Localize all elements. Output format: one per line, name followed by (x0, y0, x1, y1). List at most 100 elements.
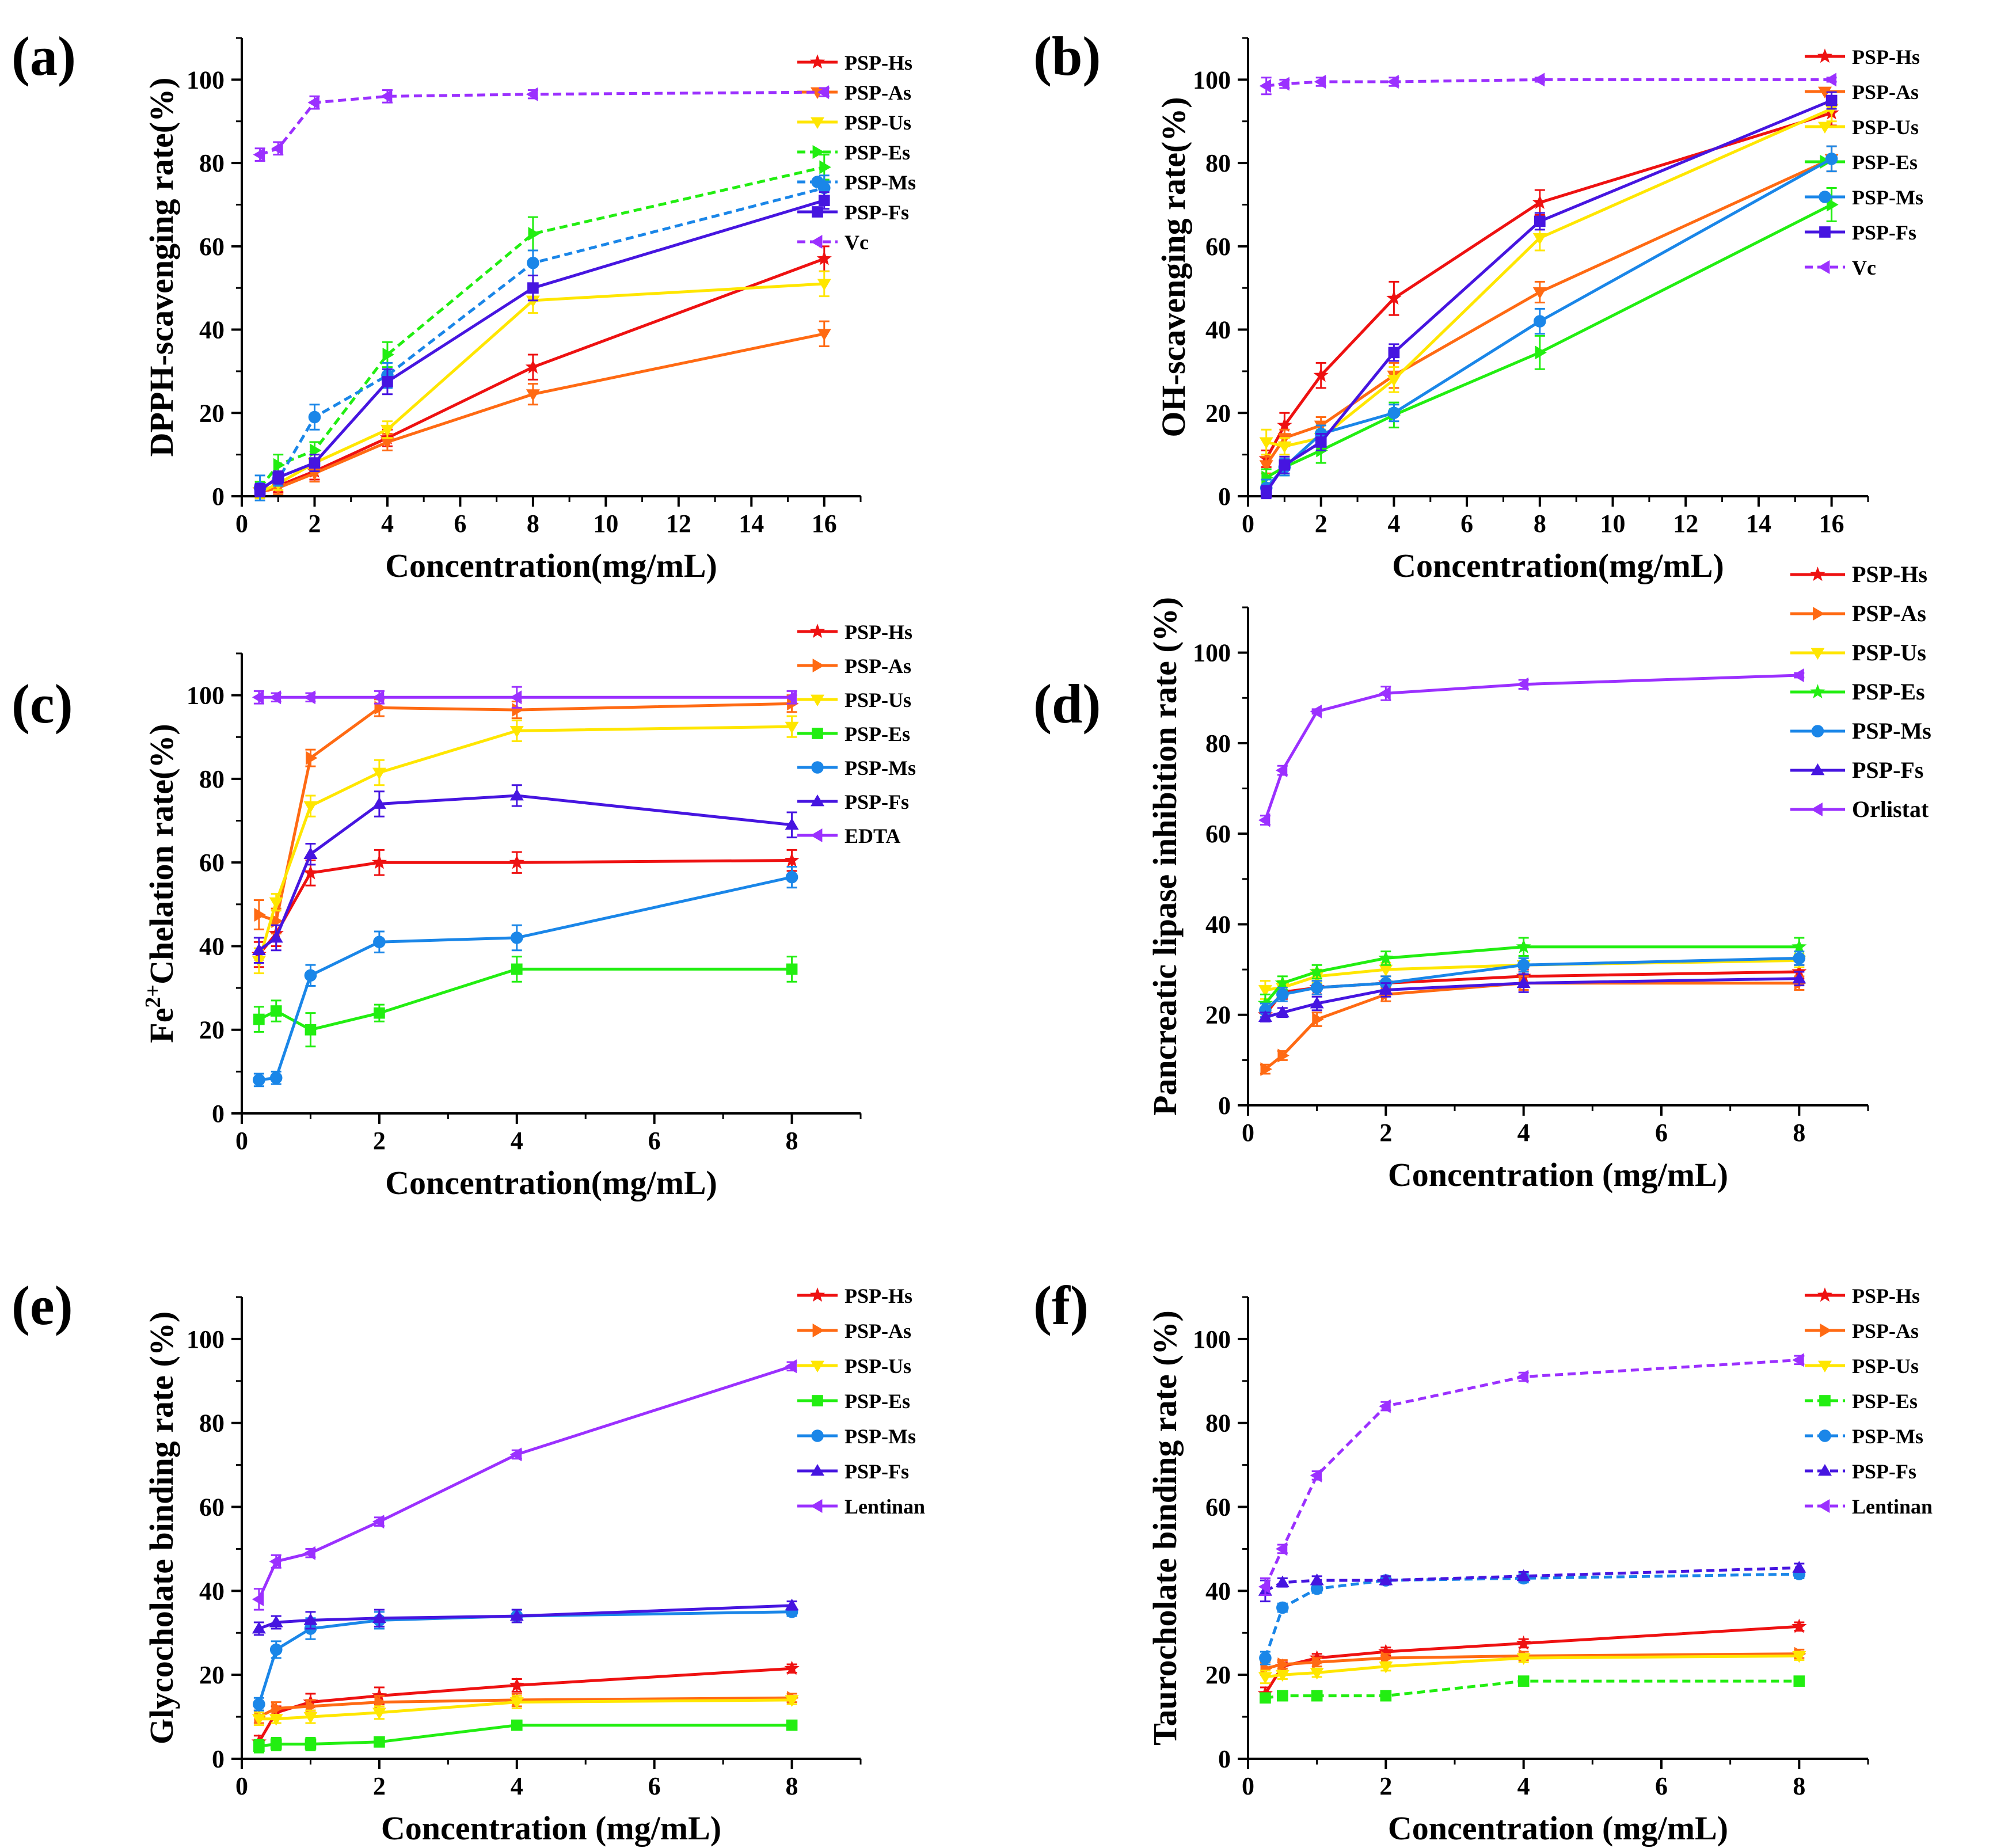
panel-c-point-PSP-Ms (373, 936, 386, 948)
panel-f-legend-label-PSP-Ms: PSP-Ms (1852, 1425, 1923, 1448)
panel-b-legend-label-PSP-As: PSP-As (1852, 81, 1919, 104)
panel-e-y-tick-label: 40 (199, 1577, 225, 1605)
panel-a-legend-label-PSP-Ms: PSP-Ms (845, 171, 916, 194)
panel-b-legend-PSP-As: PSP-As (1805, 81, 1919, 104)
panel-c-point-PSP-Us (269, 897, 283, 910)
panel-f-y-tick-label: 0 (1218, 1745, 1231, 1773)
panel-c-label: (c) (12, 673, 73, 735)
panel-c-y-label: Fe2+Chelation rate(%) (141, 724, 180, 1043)
panel-c-point-PSP-As (512, 703, 524, 717)
panel-d-legend-PSP-Ms: PSP-Ms (1790, 718, 1931, 744)
panel-d-point-PSP-Ms (1517, 959, 1530, 972)
panel-c-legend-PSP-Hs: PSP-Hs (797, 621, 912, 644)
panel-b-point-PSP-Us (1824, 104, 1839, 116)
panel-e-y-label: Glycocholate binding rate (%) (143, 1311, 180, 1744)
panel-e-legend-marker-PSP-Es (812, 1395, 823, 1406)
panel-a-line-Vc (259, 90, 824, 156)
panel-c-point-PSP-Us (303, 801, 318, 813)
panel-a-y-tick-label: 60 (199, 233, 225, 261)
panel-d-legend-marker-PSP-Us (1810, 648, 1825, 660)
panel-a-legend-PSP-Fs: PSP-Fs (797, 201, 909, 224)
panel-a-series-Vc (253, 85, 830, 162)
panel-f-point-PSP-Fs (1792, 1561, 1806, 1573)
panel-c-x-tick-label: 0 (235, 1127, 248, 1155)
panel-c-point-PSP-Ms (785, 870, 798, 884)
panel-f-point-PSP-Ms (1259, 1652, 1272, 1664)
panel-c-y-label-base: Fe (143, 1008, 180, 1043)
panel-e-legend-PSP-Es: PSP-Es (797, 1390, 910, 1413)
panel-b-legend-label-PSP-Fs: PSP-Fs (1852, 221, 1916, 244)
panel-b-series-PSP-Fs (1260, 91, 1838, 500)
panel-c-point-PSP-Ms (510, 931, 523, 944)
panel-c-point-PSP-Es (786, 963, 798, 975)
panel-c-point-PSP-Es (253, 1013, 265, 1025)
panel-b-legend-marker-PSP-Us (1818, 121, 1832, 134)
panel-a-x-tick-label: 0 (235, 509, 248, 538)
panel-b-legend-label-PSP-Us: PSP-Us (1852, 116, 1919, 139)
panel-c-legend-PSP-Ms: PSP-Ms (797, 756, 916, 779)
panel-b-point-PSP-Us (1532, 233, 1547, 245)
panel-b-point-PSP-As (1532, 287, 1547, 299)
panel-f-point-PSP-Fs (1275, 1575, 1290, 1588)
panel-c-series-PSP-Ms (253, 865, 798, 1087)
panel-c-series-PSP-Es (253, 956, 798, 1048)
panel-c-legend-PSP-Fs: PSP-Fs (797, 790, 909, 813)
panel-b-point-PSP-Es (1535, 345, 1547, 360)
panel-a-point-PSP-Fs (254, 484, 266, 496)
panel-d-point-PSP-As (1277, 1048, 1290, 1063)
panel-f-legend-label-PSP-Fs: PSP-Fs (1852, 1460, 1916, 1483)
panel-f-legend-PSP-Us: PSP-Us (1805, 1355, 1919, 1378)
panel-a-y-tick-label: 40 (199, 316, 225, 344)
panel-f-x-tick-label: 0 (1242, 1772, 1254, 1800)
panel-d-y-tick-label: 40 (1205, 910, 1231, 938)
panel-c-point-PSP-Hs (371, 854, 387, 869)
panel-f-legend-marker-PSP-As (1820, 1324, 1832, 1337)
panel-e-legend-label-Lentinan: Lentinan (845, 1495, 925, 1518)
panel-c-point-EDTA (785, 690, 797, 705)
panel-d-legend-label-Orlistat: Orlistat (1852, 796, 1929, 822)
panel-c-line-PSP-As (258, 702, 792, 923)
panel-e-legend-label-PSP-Es: PSP-Es (845, 1390, 910, 1413)
panel-c-legend-EDTA: EDTA (797, 824, 900, 847)
panel-f-series-Lentinan (1258, 1353, 1805, 1596)
panel-a-legend-label-PSP-Us: PSP-Us (845, 111, 911, 134)
panel-e-y-tick-label: 100 (187, 1325, 225, 1353)
panel-c-point-PSP-Es (305, 1024, 317, 1036)
panel-d-series-PSP-Fs (1258, 971, 1806, 1023)
panel-d-y-label: Pancreatic lipase inhibition rate (%) (1146, 597, 1184, 1116)
panel-f-point-PSP-As (1312, 1655, 1324, 1670)
panel-a-legend-PSP-Ms: PSP-Ms (797, 171, 916, 194)
panel-c-line-PSP-Fs (258, 794, 792, 952)
panel-c-y-label-sup: 2+ (141, 984, 165, 1008)
panel-a-point-PSP-Es (273, 458, 286, 472)
panel-a-point-PSP-Fs (818, 195, 830, 207)
panel-b-point-PSP-Fs (1534, 215, 1546, 227)
panel-a-point-PSP-Fs (527, 282, 539, 294)
panel-b-point-PSP-Us (1259, 437, 1273, 449)
panel-d-x-tick-label: 8 (1793, 1119, 1805, 1147)
panel-e-point-PSP-Fs (303, 1613, 318, 1625)
panel-f-y-label: Taurocholate binding rate (%) (1146, 1310, 1184, 1746)
panel-c-point-PSP-Fs (372, 797, 386, 809)
panel-d-y-tick-label: 0 (1218, 1092, 1231, 1120)
panel-e-y-tick-label: 80 (199, 1409, 225, 1438)
panel-f-label: (f) (1033, 1275, 1089, 1336)
panel-c-x-tick-label: 2 (373, 1127, 386, 1155)
panel-c-y-tick-label: 60 (199, 849, 225, 877)
panel-e-point-PSP-Us (509, 1697, 524, 1709)
panel-f-point-PSP-Es (1276, 1690, 1288, 1702)
panel-e-line-PSP-Us (258, 1698, 792, 1721)
panel-e-point-PSP-Hs (784, 1660, 800, 1675)
panel-b-line-PSP-Es (1265, 203, 1832, 479)
panel-d-point-PSP-Ms (1276, 988, 1289, 1001)
panel-f-y-tick-label: 20 (1205, 1661, 1231, 1689)
panel-a-legend-label-PSP-Hs: PSP-Hs (845, 51, 912, 74)
panel-c-y-label-rest: Chelation rate(%) (143, 724, 180, 984)
panel-d-x-tick-label: 4 (1517, 1119, 1530, 1147)
panel-d-x-tick-label: 0 (1242, 1119, 1254, 1147)
panel-a-point-Vc (271, 141, 283, 155)
panel-d-point-Orlistat (1258, 813, 1271, 827)
panel-d-legend-PSP-Us: PSP-Us (1790, 640, 1926, 666)
panel-b-x-label: Concentration(mg/mL) (1392, 547, 1724, 584)
